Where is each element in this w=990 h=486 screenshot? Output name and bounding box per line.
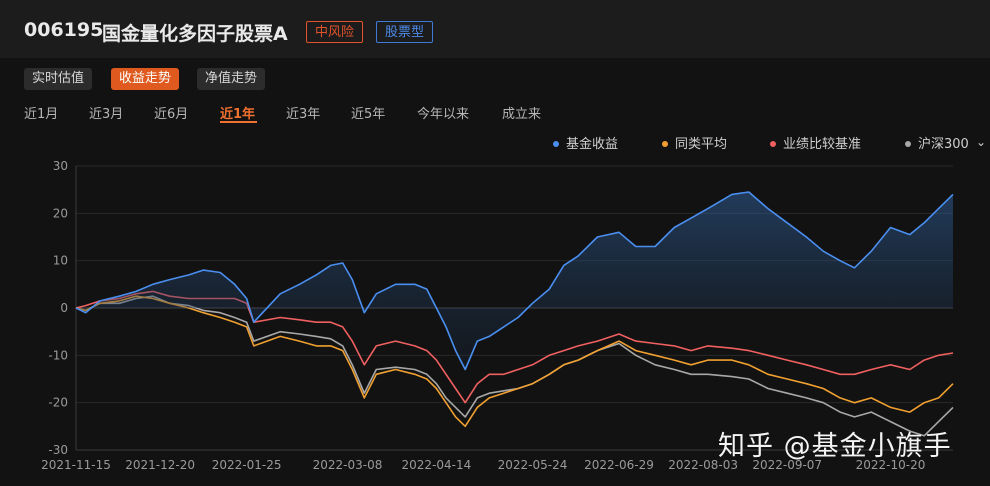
x-tick-label: 2022-05-24 [498, 458, 568, 472]
legend-label: 沪深300 [918, 137, 969, 152]
range-tab-since-inception[interactable]: 成立来 [502, 107, 542, 122]
legend-dot-icon [662, 140, 668, 147]
range-tab-5y[interactable]: 近5年 [351, 107, 386, 122]
legend-label: 同类平均 [675, 137, 728, 152]
fund-type-badge: 股票型 [376, 21, 434, 43]
legend-dot-icon [770, 140, 776, 147]
legend-hs300[interactable]: 沪深300 [905, 133, 969, 152]
x-tick-label: 2022-08-03 [668, 458, 738, 472]
active-range-indicator [220, 121, 257, 123]
series-line [75, 295, 954, 428]
fund-name: 国金量化多因子股票A [102, 23, 288, 45]
x-tick-label: 2022-09-07 [752, 458, 822, 472]
x-tick-label: 2021-11-15 [41, 458, 111, 472]
series-area-fund [76, 192, 953, 370]
range-tab-3y[interactable]: 近3年 [286, 107, 321, 122]
y-tick-label: 30 [53, 159, 68, 173]
legend-fund-return[interactable]: 基金收益 [553, 133, 618, 152]
tab-return-trend[interactable]: 收益走势 [111, 68, 180, 90]
x-tick-label: 2022-04-14 [402, 458, 472, 472]
tab-realtime-estimate[interactable]: 实时估值 [24, 68, 93, 90]
range-tab-ytd[interactable]: 今年以来 [417, 107, 470, 122]
chevron-down-icon[interactable]: ⌄ [976, 135, 987, 149]
y-tick-label: -30 [48, 443, 68, 457]
legend-benchmark[interactable]: 业绩比较基准 [770, 133, 861, 152]
watermark: 知乎 @基金小旗手 [718, 431, 952, 462]
risk-badge: 中风险 [306, 21, 364, 43]
x-tick-label: 2022-10-20 [856, 458, 926, 472]
legend-label: 基金收益 [566, 137, 619, 152]
y-tick-label: -20 [48, 396, 68, 410]
x-tick-label: 2022-06-29 [584, 458, 654, 472]
legend-dot-icon [905, 140, 911, 147]
y-tick-label: 20 [53, 206, 68, 220]
range-tab-1y[interactable]: 近1年 [220, 107, 256, 122]
legend-label: 业绩比较基准 [783, 137, 862, 152]
range-tab-6m[interactable]: 近6月 [154, 107, 189, 122]
x-tick-label: 2022-01-25 [212, 458, 282, 472]
x-tick-label: 2022-03-08 [313, 458, 383, 472]
header-bar: 006195 国金量化多因子股票A 中风险 股票型 [0, 0, 990, 58]
tab-nav-trend[interactable]: 净值走势 [197, 68, 266, 90]
y-tick-label: -10 [48, 348, 68, 362]
x-tick-label: 2021-12-20 [125, 458, 195, 472]
range-tab-1m[interactable]: 近1月 [24, 107, 59, 122]
series-line [75, 295, 954, 437]
series-line [75, 191, 954, 371]
fund-code: 006195 [24, 19, 104, 41]
y-tick-label: 0 [60, 301, 68, 315]
y-tick-label: 10 [53, 254, 68, 268]
range-tab-3m[interactable]: 近3月 [89, 107, 124, 122]
legend-peer-average[interactable]: 同类平均 [662, 133, 727, 152]
legend-dot-icon [553, 140, 559, 147]
